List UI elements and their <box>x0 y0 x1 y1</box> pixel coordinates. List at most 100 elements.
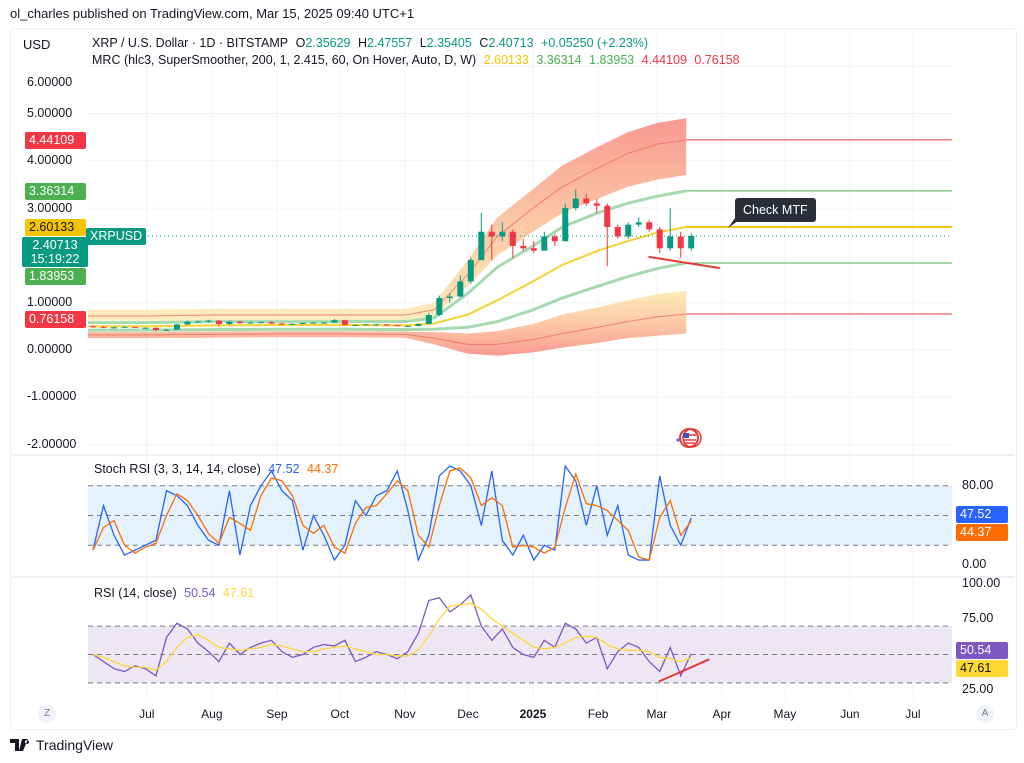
candle-body <box>478 231 485 261</box>
candle-body <box>583 198 590 204</box>
price-level-badge: 3.36314 <box>25 182 86 200</box>
price-axis-label: 6.00000 <box>27 75 73 89</box>
price-axis-label: 1.00000 <box>27 294 73 309</box>
mrc-value: 3.36314 <box>536 53 582 67</box>
stoch-legend[interactable]: Stoch RSI (3, 3, 14, 14, close) 47.52 44… <box>94 462 339 476</box>
stoch-rsi-pane <box>88 464 952 563</box>
mrc-lower-inner-line <box>88 261 687 332</box>
us-flag-event-icon[interactable] <box>676 428 702 448</box>
price-axis-label: 4.00000 <box>27 152 73 167</box>
price-axis-label: -1.00000 <box>27 389 77 404</box>
auto-scale-button[interactable]: A <box>976 705 994 723</box>
candle-body <box>425 314 432 324</box>
candle-body <box>110 327 117 329</box>
candle-body <box>226 321 233 324</box>
candle-body <box>520 245 527 249</box>
stoch-d-value: 44.37 <box>307 462 339 476</box>
candle-body <box>551 236 558 242</box>
oscillator-axis-label: 75.00 <box>962 611 994 625</box>
rsi-legend[interactable]: RSI (14, close) 50.54 47.61 <box>94 586 255 600</box>
candle-body <box>173 324 180 330</box>
candle-body <box>688 236 695 249</box>
candles <box>90 189 720 332</box>
tradingview-logo[interactable]: TradingView <box>10 737 113 753</box>
candle-body <box>100 326 107 328</box>
mrc-value: 1.83953 <box>589 53 635 67</box>
time-axis-label: Apr <box>712 707 732 721</box>
candle-body <box>646 222 653 230</box>
stoch-k-value: 47.52 <box>268 462 300 476</box>
time-axis-label: May <box>773 707 797 721</box>
candle-body <box>667 236 674 249</box>
price-axis-label: 0.00000 <box>27 342 73 356</box>
candle-body <box>310 322 317 324</box>
mrc-value: 0.76158 <box>694 53 740 67</box>
candle-body <box>205 320 212 322</box>
candle-body <box>467 260 474 282</box>
candle-body <box>131 326 138 328</box>
symbol-legend[interactable]: XRP / U.S. Dollar · 1D · BITSTAMP O2.356… <box>92 36 649 50</box>
candle-body <box>499 231 506 237</box>
candle-body <box>121 326 128 328</box>
price-level-badge: 1.83953 <box>25 267 86 285</box>
price-axis-label: -2.00000 <box>27 436 77 451</box>
price-axis-label: 5.00000 <box>27 105 73 120</box>
candle-body <box>184 321 191 325</box>
candle-body <box>257 322 264 324</box>
oscillator-line-d <box>92 467 692 561</box>
oscillator-line-k <box>92 464 692 563</box>
candle-body <box>635 222 642 225</box>
candle-body <box>236 321 243 324</box>
candle-body <box>614 227 621 237</box>
tradingview-logo-icon <box>10 739 30 751</box>
candle-body <box>415 323 422 326</box>
time-axis-label: Nov <box>394 707 416 721</box>
rsi-trendline <box>658 658 710 683</box>
price-level-badge: 4.44109 <box>25 131 86 149</box>
zoom-button[interactable]: Z <box>38 705 56 723</box>
mrc-bands <box>88 118 687 356</box>
price-axis-label: 3.00000 <box>27 200 73 215</box>
time-axis-label: 2025 <box>519 707 547 721</box>
candle-body <box>152 327 159 331</box>
low-value: 2.35405 <box>426 36 472 50</box>
check-mtf-callout[interactable]: Check MTF <box>735 198 816 222</box>
time-axis-label: Mar <box>646 707 668 721</box>
mrc-legend[interactable]: MRC (hlc3, SuperSmoother, 200, 1, 2.415,… <box>92 53 744 68</box>
candle-body <box>362 324 369 326</box>
candle-body <box>373 324 380 326</box>
price-level-badge: 0.76158 <box>25 310 86 328</box>
time-axis-label: Dec <box>457 707 479 721</box>
time-axis-label: Feb <box>587 707 609 721</box>
oscillator-value-badge: 47.61 <box>956 659 1008 677</box>
candle-body <box>625 224 632 237</box>
candle-body <box>394 324 401 326</box>
currency-label: USD <box>23 37 51 52</box>
mrc-mean-line <box>88 225 687 328</box>
last-price-badge: 2.40713 15:19:22 <box>22 236 88 267</box>
candle-body <box>320 322 327 324</box>
symbol-badge: XRPUSD <box>86 228 147 246</box>
price-level-badge: 2.60133 <box>25 218 86 236</box>
time-axis-label: Jul <box>905 707 921 721</box>
mrc-upper-zone <box>88 118 687 321</box>
candle-body <box>341 320 348 325</box>
time-axis-label: Sep <box>266 707 288 721</box>
rsi-value: 50.54 <box>184 586 216 600</box>
oscillator-axis-label: 100.00 <box>962 575 1001 590</box>
candle-body <box>194 321 201 323</box>
mrc-lower-zone <box>88 290 687 356</box>
candle-body <box>90 326 96 328</box>
candle-body <box>215 320 222 324</box>
oscillator-axis-label: 25.00 <box>962 682 994 696</box>
mrc-upper-inner-line <box>88 189 687 325</box>
candle-body <box>436 297 443 315</box>
candle-body <box>383 324 390 326</box>
rsi-ma-value: 47.61 <box>222 586 255 600</box>
candle-body <box>352 324 359 326</box>
change-value: +0.05250 (+2.23%) <box>541 36 649 50</box>
mrc-value: 4.44109 <box>641 53 687 67</box>
candle-body <box>446 296 453 298</box>
candle-body <box>163 329 170 331</box>
